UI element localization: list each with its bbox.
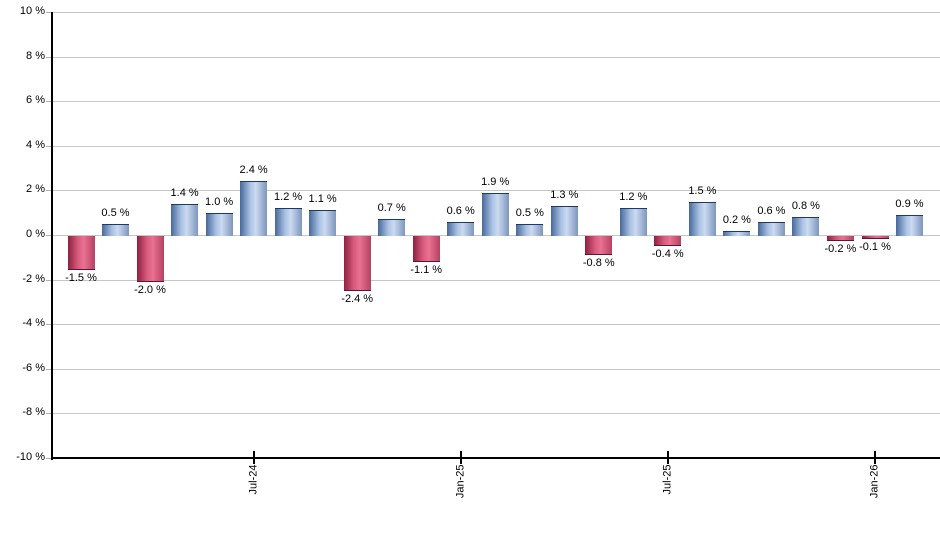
bar-1 xyxy=(102,224,129,236)
y-axis-tick xyxy=(46,324,51,325)
bar-15 xyxy=(585,236,613,255)
x-axis-label-Jul-25: Jul-25 xyxy=(661,464,674,495)
y-axis-tick xyxy=(46,190,51,191)
bar-8 xyxy=(343,236,371,291)
bar-24 xyxy=(896,215,923,236)
y-axis-label: 0 % xyxy=(26,228,45,240)
bar-value-label-12: 1.9 % xyxy=(481,176,510,188)
x-axis-tick-Jan-26 xyxy=(874,451,876,464)
bar-value-label-1: 0.5 % xyxy=(101,207,130,219)
bar-9 xyxy=(378,219,406,236)
bar-4 xyxy=(205,213,233,236)
bar-value-label-17: -0.4 % xyxy=(651,248,684,260)
bar-value-label-0: -1.5 % xyxy=(65,272,97,284)
gridline-6 xyxy=(51,101,940,102)
gridline--8 xyxy=(51,413,940,414)
bar-value-label-5: 2.4 % xyxy=(239,164,268,176)
y-axis-tick xyxy=(46,101,51,102)
bar-6 xyxy=(274,208,302,236)
bar-value-label-18: 1.5 % xyxy=(688,185,717,197)
bar-value-label-7: 1.1 % xyxy=(308,193,337,205)
y-axis-label: -2 % xyxy=(22,273,45,285)
bar-23 xyxy=(861,236,889,239)
y-axis-tick xyxy=(46,369,51,370)
bar-16 xyxy=(619,208,647,236)
bar-7 xyxy=(309,210,337,236)
x-axis-tick-Jul-25 xyxy=(666,451,669,464)
x-axis-label-Jul-24: Jul-24 xyxy=(247,464,260,495)
bar-value-label-4: 1.0 % xyxy=(205,196,234,208)
gridline--2 xyxy=(51,280,940,281)
gridline-8 xyxy=(51,57,940,58)
y-axis-label: 6 % xyxy=(26,94,45,106)
y-axis-label: -10 % xyxy=(16,451,45,463)
bar-20 xyxy=(757,222,785,236)
y-axis-tick xyxy=(46,57,51,58)
bar-3 xyxy=(171,204,199,236)
bar-19 xyxy=(723,231,751,236)
y-axis-tick xyxy=(46,413,51,414)
bar-21 xyxy=(792,217,820,236)
y-axis-tick xyxy=(46,458,51,459)
bar-value-label-23: -0.1 % xyxy=(859,241,891,253)
gridline--4 xyxy=(51,324,940,325)
bar-value-label-19: 0.2 % xyxy=(722,214,751,226)
bar-value-label-6: 1.2 % xyxy=(274,191,303,203)
x-axis-tick-Jul-24 xyxy=(252,451,255,464)
y-axis-tick xyxy=(46,235,51,236)
bar-2 xyxy=(136,236,164,282)
bar-value-label-9: 0.7 % xyxy=(377,202,406,214)
bar-0 xyxy=(67,236,95,270)
x-axis-line xyxy=(51,457,940,459)
gridline-10 xyxy=(51,12,940,13)
y-axis-tick xyxy=(46,146,51,147)
x-axis-label-Jan-26: Jan-26 xyxy=(868,464,881,499)
bar-value-label-14: 1.3 % xyxy=(550,189,579,201)
bar-value-label-16: 1.2 % xyxy=(619,191,648,203)
y-axis-label: 2 % xyxy=(26,183,45,195)
bar-5 xyxy=(240,181,268,236)
bar-value-label-15: -0.8 % xyxy=(582,257,615,269)
bar-value-label-3: 1.4 % xyxy=(170,187,199,199)
x-axis-tick-Jan-25 xyxy=(459,451,462,464)
bar-value-label-8: -2.4 % xyxy=(341,293,374,305)
bar-value-label-22: -0.2 % xyxy=(824,243,857,255)
bar-value-label-10: -1.1 % xyxy=(410,264,443,276)
bar-value-label-20: 0.6 % xyxy=(757,205,786,217)
y-axis-line xyxy=(51,12,53,460)
bar-value-label-2: -2.0 % xyxy=(134,284,166,296)
x-axis-label-Jan-25: Jan-25 xyxy=(454,464,467,499)
bar-value-label-21: 0.8 % xyxy=(791,200,820,212)
y-axis-label: 8 % xyxy=(26,50,45,62)
y-axis-label: -6 % xyxy=(22,362,45,374)
y-axis-label: -4 % xyxy=(22,317,45,329)
gridline--6 xyxy=(51,369,940,370)
y-axis-label: 4 % xyxy=(26,139,45,151)
y-axis-label: 10 % xyxy=(19,5,45,17)
bar-12 xyxy=(481,193,509,236)
bar-value-label-11: 0.6 % xyxy=(446,205,475,217)
y-axis-tick xyxy=(46,280,51,281)
y-axis-label: -8 % xyxy=(22,406,45,418)
bar-value-label-13: 0.5 % xyxy=(515,207,544,219)
bar-value-label-24: 0.9 % xyxy=(895,198,924,210)
y-axis-tick xyxy=(46,12,51,13)
bar-18 xyxy=(688,202,716,236)
bar-14 xyxy=(550,206,578,236)
bar-13 xyxy=(516,224,544,236)
gridline-2 xyxy=(51,190,940,191)
bar-10 xyxy=(412,236,440,262)
bar-22 xyxy=(826,236,854,241)
bar-17 xyxy=(654,236,682,246)
bar-11 xyxy=(447,222,475,236)
gridline-4 xyxy=(51,146,940,147)
